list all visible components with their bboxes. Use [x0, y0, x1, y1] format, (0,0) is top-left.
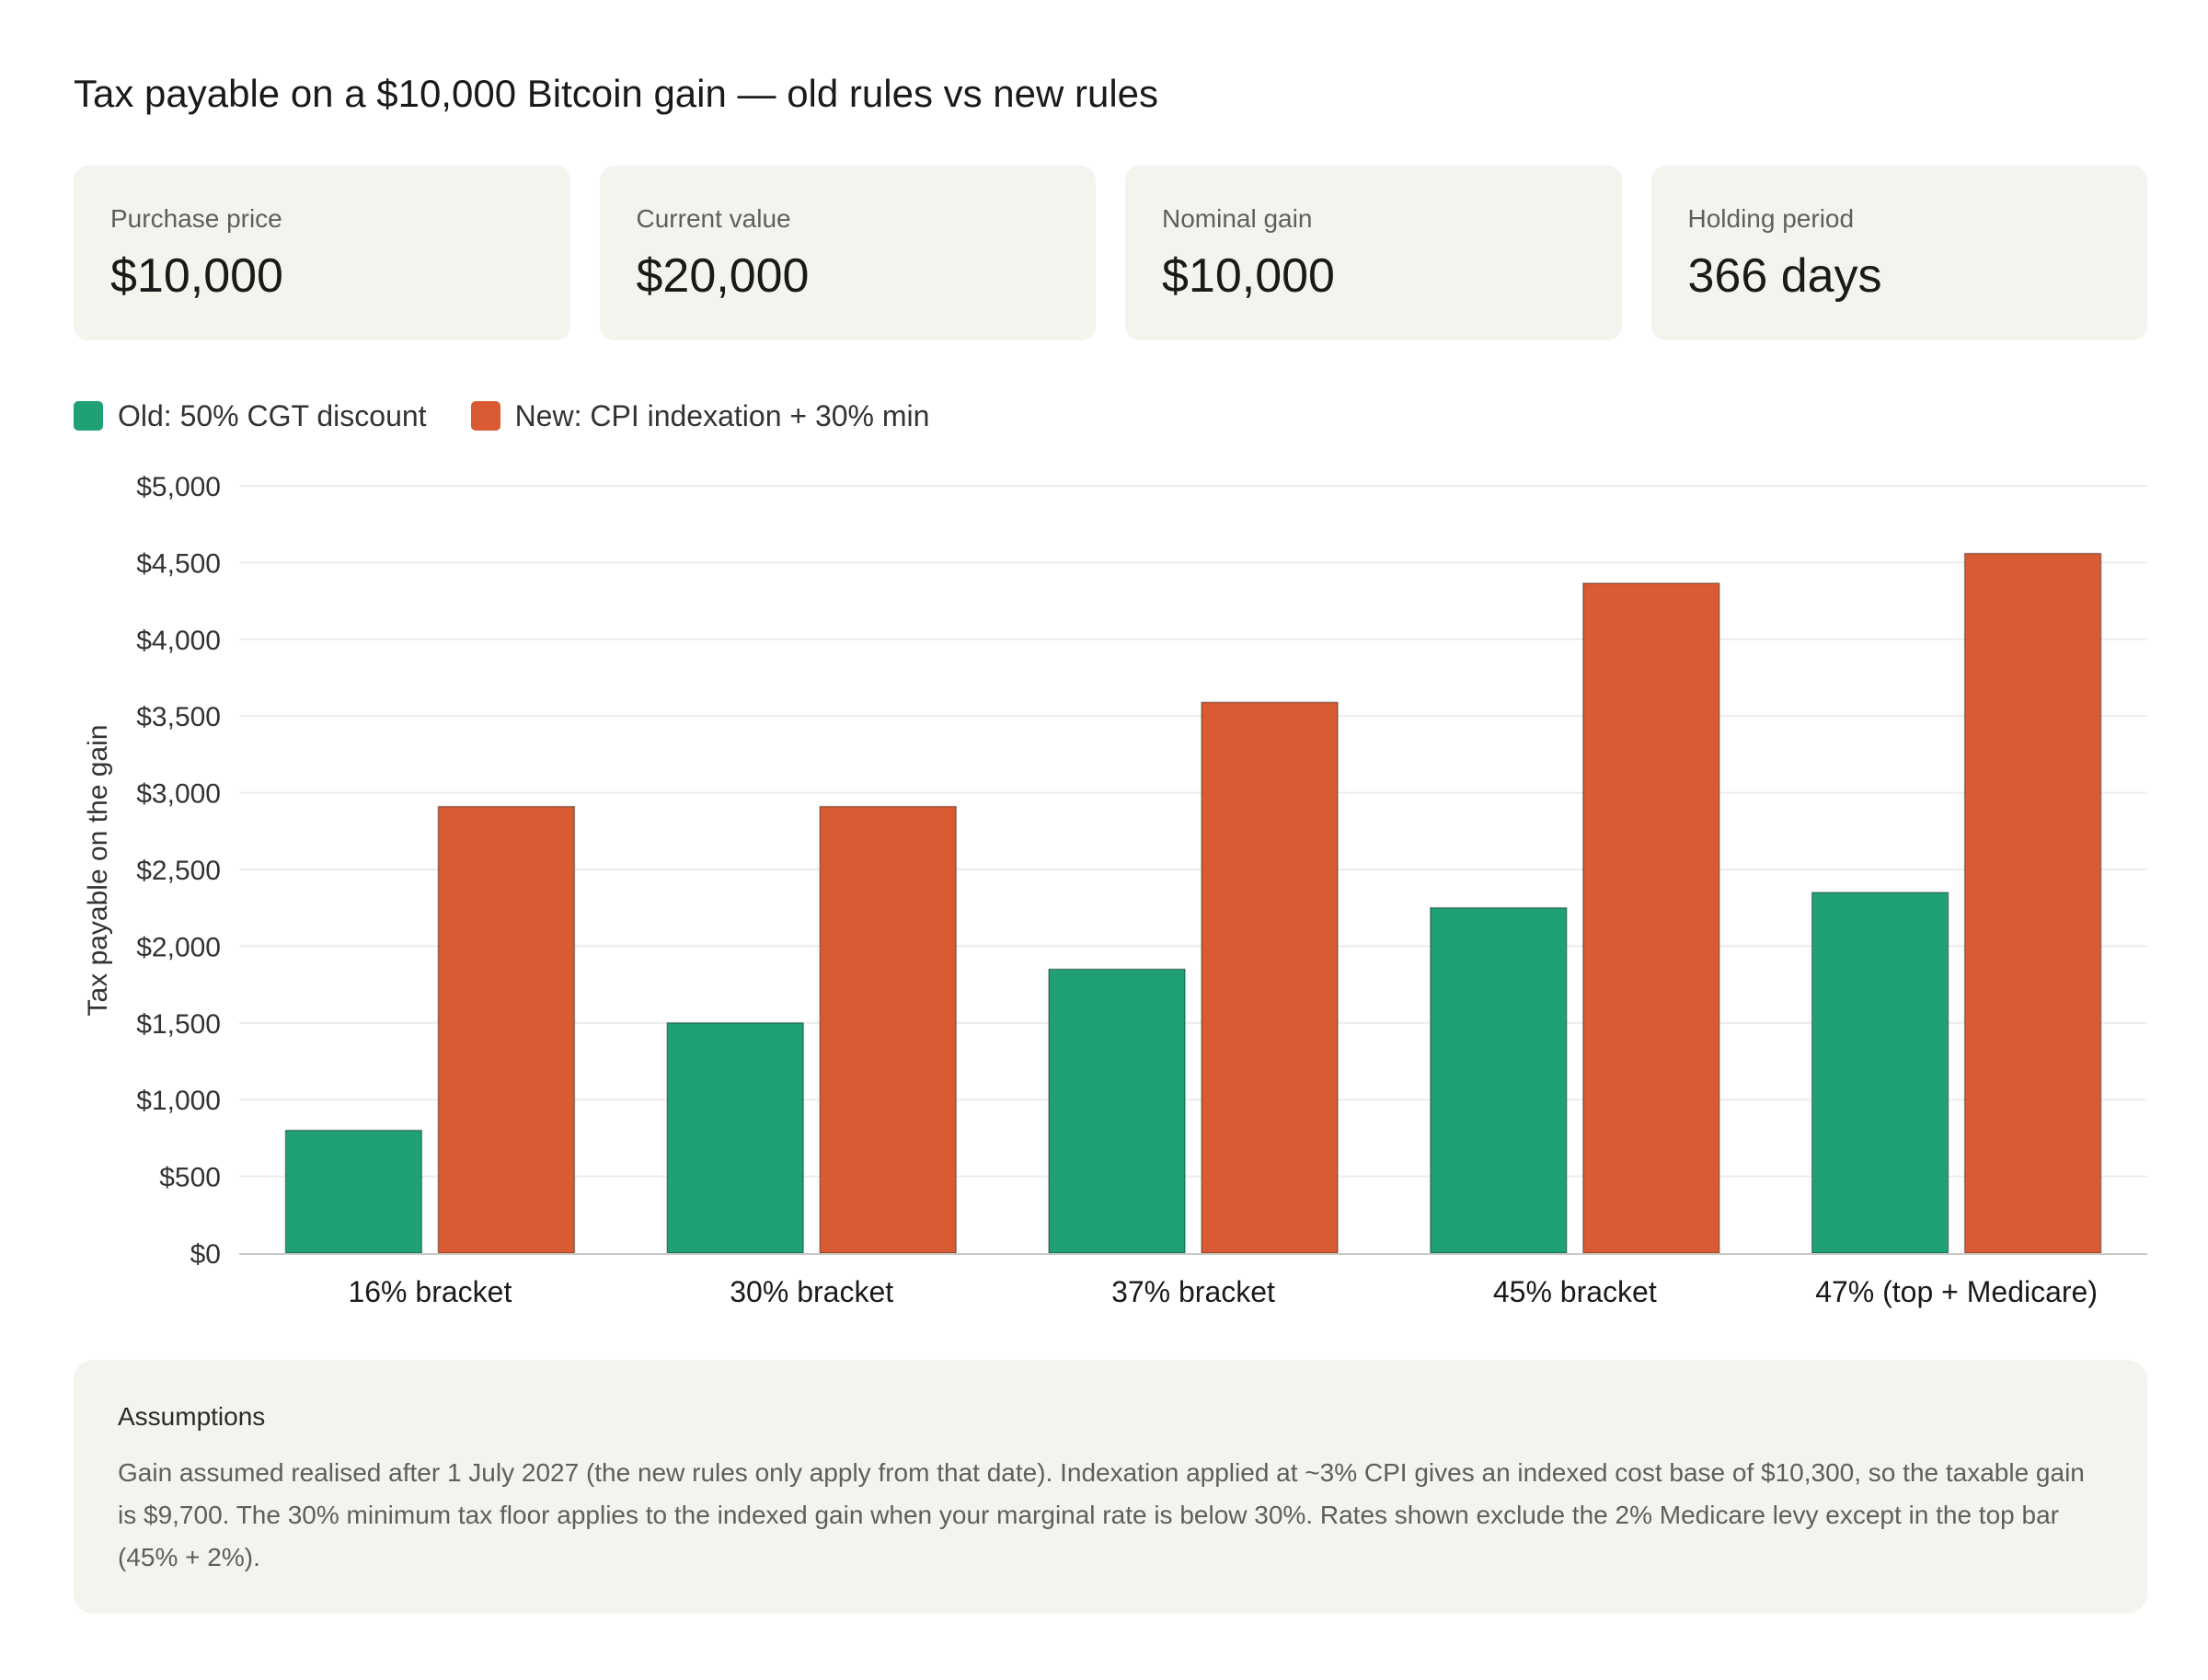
card-label: Nominal gain [1162, 204, 1313, 233]
x-tick-label: 30% bracket [730, 1275, 893, 1308]
page-title: Tax payable on a $10,000 Bitcoin gain — … [74, 72, 1159, 115]
y-tick-label: $4,000 [136, 626, 221, 656]
assumptions-body: Gain assumed realised after 1 July 2027 … [118, 1458, 2085, 1571]
card-nominal-gain: Nominal gain $10,000 [1125, 166, 1622, 340]
chart-bars [284, 552, 2102, 1254]
card-purchase-price: Purchase price $10,000 [74, 166, 570, 340]
legend-item-old[interactable]: Old: 50% CGT discount [74, 399, 427, 433]
y-tick-label: $0 [190, 1239, 221, 1270]
card-value: 366 days [1687, 249, 1882, 303]
y-tick-label: $2,500 [136, 856, 221, 886]
legend-swatch-old [74, 401, 103, 431]
y-tick-label: $1,500 [136, 1009, 221, 1040]
card-value: $10,000 [110, 249, 283, 303]
y-tick-label: $3,000 [136, 779, 221, 810]
bar-chart: $0 $500 $1,000 $1,500 $2,000 $2,500 $3,000 $3,5… [83, 472, 2147, 1308]
legend-item-new[interactable]: New: CPI indexation + 30% min [470, 398, 930, 433]
card-holding-period: Holding period 366 days [1650, 166, 2147, 340]
card-label: Purchase price [110, 204, 282, 233]
legend-swatch-new [470, 401, 500, 431]
bar-new[interactable] [1201, 701, 1339, 1254]
bar-old[interactable] [1430, 906, 1568, 1254]
card-value: $10,000 [1162, 249, 1335, 303]
x-tick-label: 16% bracket [348, 1275, 512, 1308]
bar-new[interactable] [1963, 552, 2102, 1254]
x-tick-label: 45% bracket [1493, 1275, 1657, 1308]
bar-old[interactable] [666, 1022, 804, 1254]
y-tick-label: $4,500 [136, 548, 221, 579]
summary-cards: Purchase price $10,000 Current value $20… [74, 166, 2147, 340]
card-current-value: Current value $20,000 [599, 166, 1096, 340]
x-axis-ticks: 16% bracket 30% bracket 37% bracket 45% bra… [348, 1275, 2098, 1308]
y-tick-label: $2,000 [136, 932, 221, 962]
y-tick-label: $5,000 [136, 472, 221, 502]
y-tick-label: $1,000 [136, 1086, 221, 1116]
assumptions-title: Assumptions [118, 1402, 266, 1431]
y-tick-label: $3,500 [136, 702, 221, 732]
card-label: Current value [636, 204, 791, 233]
legend-label-new: New: CPI indexation + 30% min [514, 398, 930, 432]
chart-legend: Old: 50% CGT discount New: CPI indexatio… [74, 397, 929, 434]
y-axis-label: Tax payable on the gain [83, 725, 113, 1017]
y-axis-ticks: $0 $500 $1,000 $1,500 $2,000 $2,500 $3,000 $3,5… [136, 472, 221, 1270]
bar-old[interactable] [284, 1129, 423, 1254]
legend-label-old: Old: 50% CGT discount [118, 398, 427, 432]
y-tick-label: $500 [159, 1163, 221, 1193]
bar-old[interactable] [1811, 892, 1949, 1254]
bar-new[interactable] [819, 805, 957, 1254]
bar-old[interactable] [1048, 968, 1186, 1254]
x-tick-label: 37% bracket [1111, 1275, 1275, 1308]
x-tick-label: 47% (top + Medicare) [1815, 1275, 2098, 1308]
card-label: Holding period [1687, 204, 1855, 233]
bar-new[interactable] [437, 805, 576, 1254]
card-value: $20,000 [636, 249, 810, 303]
assumptions-panel: Assumptions Gain assumed realised after … [74, 1360, 2147, 1614]
bar-new[interactable] [1582, 582, 1720, 1254]
